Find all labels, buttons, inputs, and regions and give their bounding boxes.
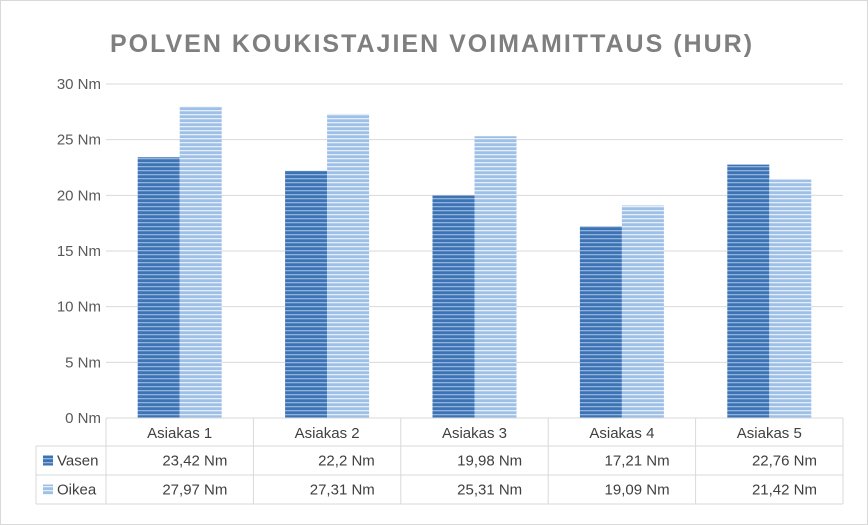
chart-title: POLVEN KOUKISTAJIEN VOIMAMITTAUS (HUR) xyxy=(110,30,754,58)
bar-oikea-5 xyxy=(769,179,812,418)
category-label: Asiakas 1 xyxy=(147,425,212,442)
bar-vasen-1 xyxy=(137,157,180,419)
y-tick-label: 30 Nm xyxy=(57,76,101,93)
bar-vasen-3 xyxy=(432,195,475,418)
legend-key-oikea xyxy=(43,484,53,495)
category-label: Asiakas 2 xyxy=(295,425,360,442)
data-label: 21,42 Nm xyxy=(752,482,817,499)
data-label: 27,31 Nm xyxy=(310,482,375,499)
data-label: 19,98 Nm xyxy=(457,453,522,470)
y-tick-label: 10 Nm xyxy=(57,299,101,316)
y-tick-label: 0 Nm xyxy=(65,410,101,427)
legend-label: Vasen xyxy=(57,453,98,470)
bar-oikea-1 xyxy=(179,106,222,418)
data-label: 23,42 Nm xyxy=(162,453,227,470)
legend-key-vasen xyxy=(43,455,53,466)
y-tick-label: 25 Nm xyxy=(57,132,101,149)
data-label: 22,2 Nm xyxy=(318,453,375,470)
data-label: 19,09 Nm xyxy=(605,482,670,499)
bar-oikea-4 xyxy=(621,205,664,418)
bar-vasen-2 xyxy=(285,170,328,418)
data-label: 22,76 Nm xyxy=(752,453,817,470)
category-label: Asiakas 5 xyxy=(737,425,802,442)
data-label: 25,31 Nm xyxy=(457,482,522,499)
data-label: 27,97 Nm xyxy=(162,482,227,499)
y-tick-label: 15 Nm xyxy=(57,243,101,260)
bar-oikea-2 xyxy=(327,113,370,418)
category-label: Asiakas 4 xyxy=(589,425,654,442)
category-label: Asiakas 3 xyxy=(442,425,507,442)
y-tick-label: 5 Nm xyxy=(65,354,101,371)
legend-label: Oikea xyxy=(57,482,97,499)
bar-vasen-5 xyxy=(727,164,770,418)
bar-vasen-4 xyxy=(579,226,622,418)
y-tick-label: 20 Nm xyxy=(57,187,101,204)
data-label: 17,21 Nm xyxy=(605,453,670,470)
bar-oikea-3 xyxy=(474,136,517,418)
